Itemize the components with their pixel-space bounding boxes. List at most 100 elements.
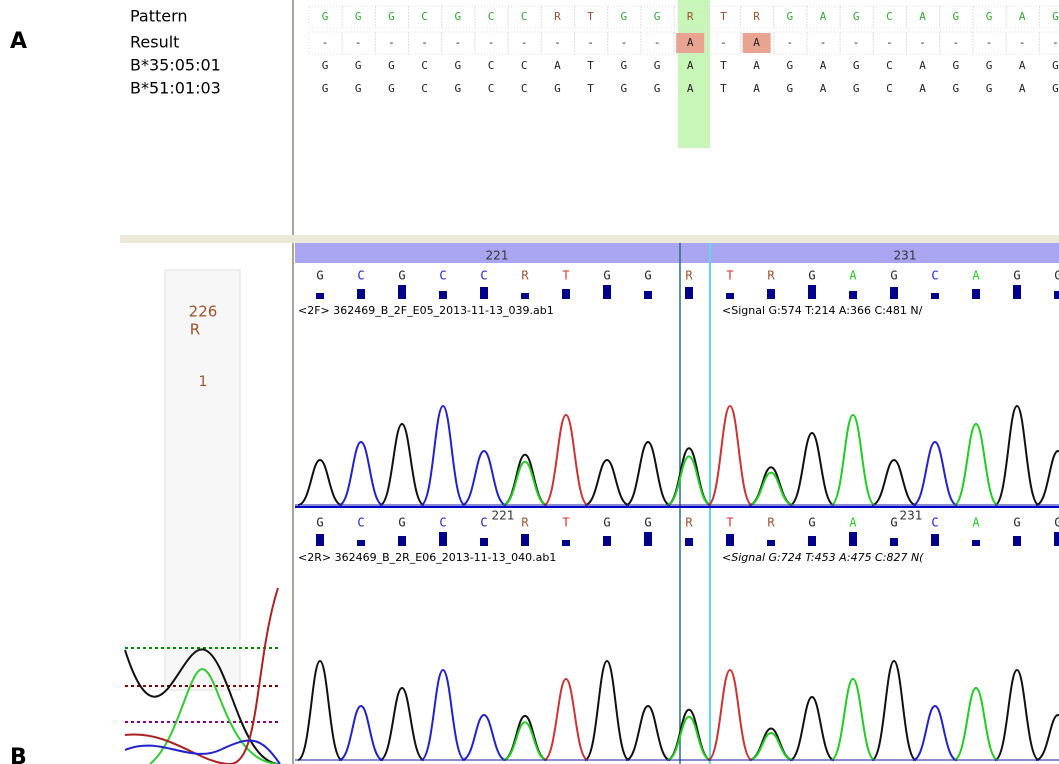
base: A bbox=[1019, 10, 1026, 23]
base: - bbox=[820, 36, 827, 49]
quality-bar bbox=[521, 534, 529, 546]
trace-base: T bbox=[562, 516, 569, 530]
trace-base: R bbox=[767, 269, 775, 283]
base: G bbox=[554, 82, 561, 95]
base: G bbox=[952, 59, 959, 72]
trace-base: R bbox=[767, 516, 775, 530]
base: G bbox=[454, 82, 461, 95]
base: - bbox=[654, 36, 661, 49]
trace-base: G bbox=[1013, 269, 1020, 283]
trace-base: C bbox=[480, 269, 487, 283]
curve bbox=[125, 740, 280, 764]
base: C bbox=[421, 10, 428, 23]
ruler-number: 231 bbox=[894, 249, 917, 263]
base: C bbox=[521, 82, 528, 95]
base: - bbox=[1019, 36, 1026, 49]
row-label: Pattern bbox=[130, 7, 188, 26]
trace-base: G bbox=[1054, 516, 1059, 530]
base: G bbox=[388, 10, 395, 23]
base: T bbox=[720, 82, 727, 95]
chromatogram bbox=[298, 406, 1059, 505]
base: R bbox=[687, 10, 694, 23]
base: G bbox=[853, 59, 860, 72]
base: G bbox=[355, 82, 362, 95]
base: - bbox=[786, 36, 793, 49]
quality-bar bbox=[357, 540, 365, 546]
quality-bar bbox=[644, 291, 652, 299]
quality-bar bbox=[808, 285, 816, 299]
quality-bar bbox=[972, 540, 980, 546]
trace-base: G bbox=[603, 269, 610, 283]
quality-bar bbox=[849, 532, 857, 546]
quality-bar bbox=[808, 536, 816, 546]
trace-base: C bbox=[931, 516, 938, 530]
base: A bbox=[753, 36, 760, 49]
trace-base: C bbox=[439, 269, 446, 283]
quality-bar bbox=[1054, 291, 1059, 299]
quality-bar bbox=[562, 540, 570, 546]
base: - bbox=[720, 36, 727, 49]
quality-bar bbox=[357, 289, 365, 299]
base: G bbox=[654, 82, 661, 95]
base: G bbox=[654, 59, 661, 72]
row-label: Result bbox=[130, 33, 179, 52]
row-label: B*35:05:01 bbox=[130, 56, 221, 75]
base: G bbox=[322, 10, 329, 23]
base: A bbox=[919, 10, 926, 23]
quality-bar bbox=[767, 540, 775, 546]
quality-bar bbox=[521, 293, 529, 299]
splitter bbox=[120, 235, 1059, 243]
base: - bbox=[421, 36, 428, 49]
base: G bbox=[355, 59, 362, 72]
base: C bbox=[886, 59, 893, 72]
base: C bbox=[521, 10, 528, 23]
chromatogram bbox=[544, 670, 752, 760]
base: A bbox=[820, 10, 827, 23]
trace-base: R bbox=[685, 516, 693, 530]
base: G bbox=[1052, 10, 1059, 23]
base: - bbox=[454, 36, 461, 49]
base: G bbox=[620, 59, 627, 72]
base: G bbox=[620, 10, 627, 23]
base: G bbox=[454, 59, 461, 72]
base: G bbox=[786, 10, 793, 23]
base: - bbox=[853, 36, 860, 49]
quality-bar bbox=[398, 536, 406, 546]
quality-bar bbox=[398, 285, 406, 299]
chromatogram bbox=[503, 679, 998, 760]
trace-base: T bbox=[726, 516, 733, 530]
trace-base: G bbox=[808, 269, 815, 283]
base: - bbox=[355, 36, 362, 49]
base: G bbox=[1052, 59, 1059, 72]
base: A bbox=[687, 36, 694, 49]
base: - bbox=[952, 36, 959, 49]
base: T bbox=[587, 10, 594, 23]
trace-base: C bbox=[357, 516, 364, 530]
base: G bbox=[322, 59, 329, 72]
chromatogram bbox=[339, 670, 957, 760]
base: - bbox=[488, 36, 495, 49]
side-position: 226 bbox=[189, 303, 218, 321]
base: - bbox=[1052, 36, 1059, 49]
quality-bar bbox=[685, 538, 693, 546]
panel-label: B bbox=[10, 745, 27, 764]
base: R bbox=[753, 10, 760, 23]
base: C bbox=[488, 82, 495, 95]
base: G bbox=[388, 82, 395, 95]
base: A bbox=[554, 59, 561, 72]
base: G bbox=[654, 10, 661, 23]
quality-bar bbox=[562, 289, 570, 299]
base: A bbox=[687, 82, 694, 95]
signal: <Signal G:724 T:453 A:475 C:827 N( bbox=[722, 551, 924, 564]
base: - bbox=[620, 36, 627, 49]
quality-bar bbox=[767, 289, 775, 299]
base: G bbox=[388, 59, 395, 72]
trace-base: A bbox=[849, 269, 857, 283]
base: T bbox=[587, 59, 594, 72]
base: A bbox=[687, 59, 694, 72]
base: G bbox=[853, 10, 860, 23]
quality-bar bbox=[685, 287, 693, 299]
quality-bar bbox=[603, 285, 611, 299]
side-base: R bbox=[190, 321, 200, 339]
base: C bbox=[421, 59, 428, 72]
